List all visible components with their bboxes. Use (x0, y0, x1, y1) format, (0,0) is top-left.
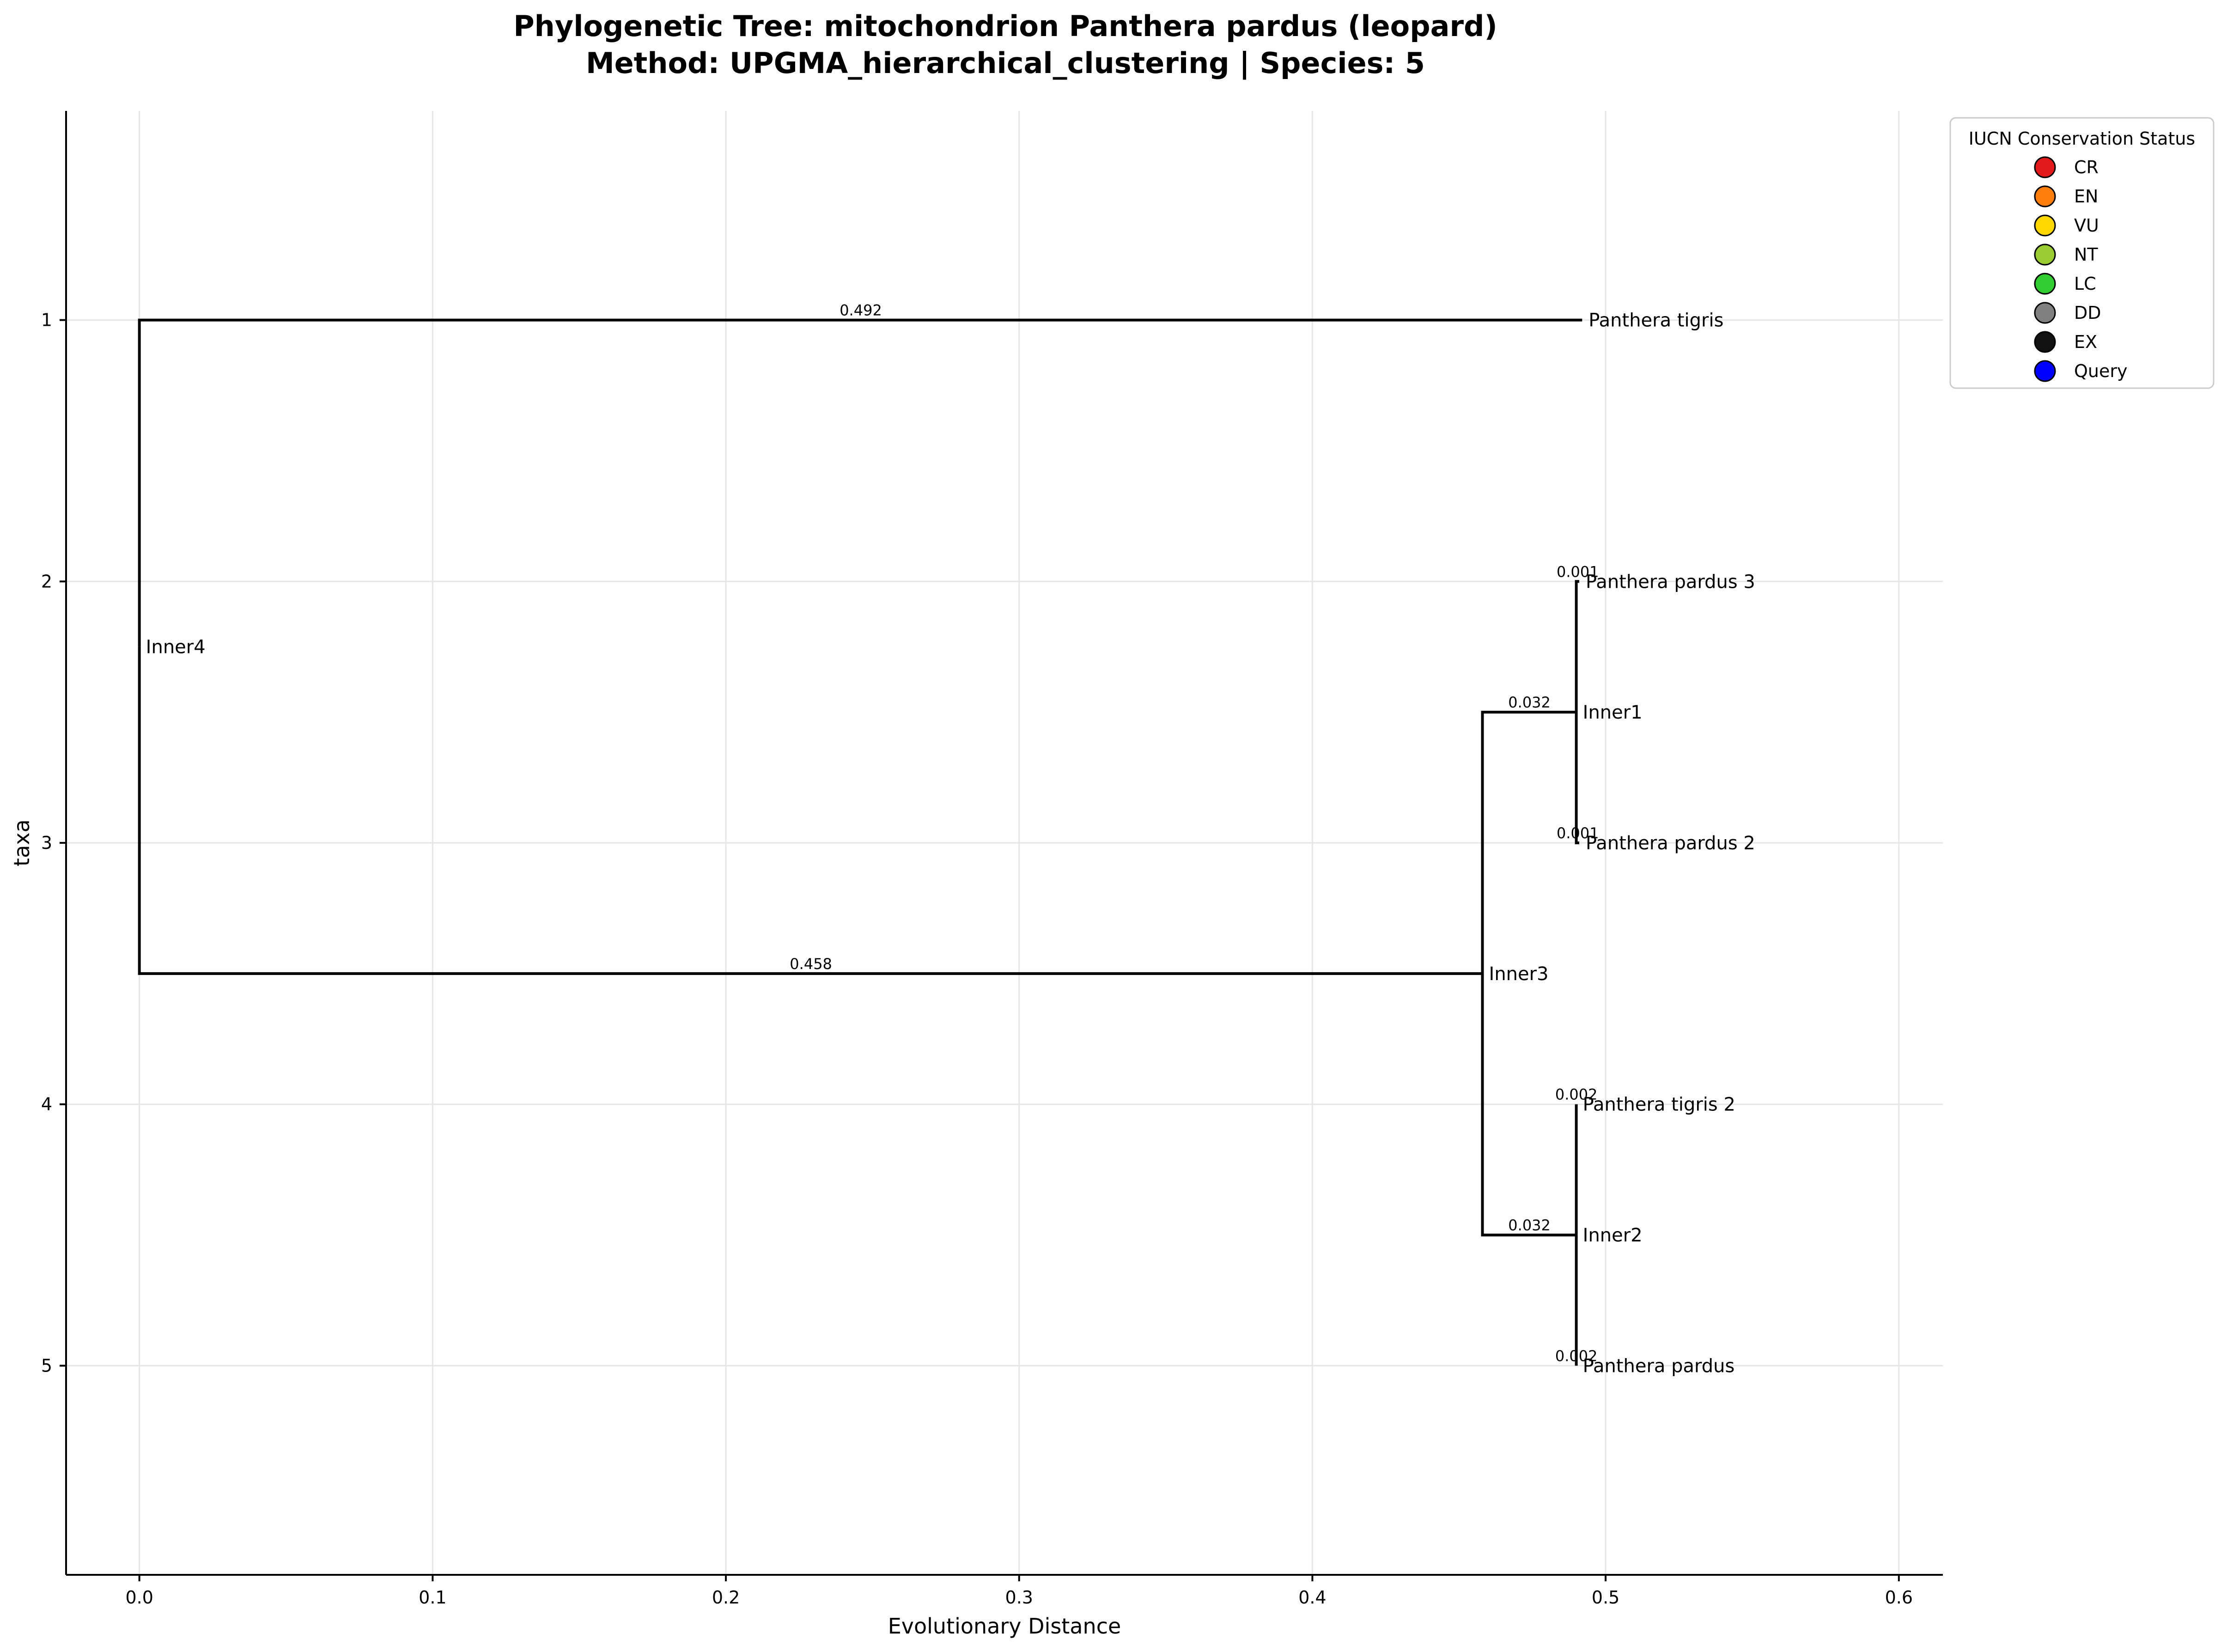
node-label-Panthera-pardus-2: Panthera pardus 2 (1586, 833, 1755, 854)
legend-marker-EN (2034, 185, 2056, 207)
branch-Inner1-to-Panthera-pardus-2 (1575, 712, 1579, 844)
tree-branches (138, 318, 1582, 1366)
legend-label-NT: NT (2074, 244, 2098, 265)
branch-length-Inner1: 0.032 (1508, 694, 1551, 711)
branch-length-Panthera-pardus-3: 0.001 (1557, 563, 1599, 580)
branch-length-Inner2: 0.032 (1508, 1217, 1551, 1234)
chart-title-line1: Phylogenetic Tree: mitochondrion Panther… (513, 9, 1497, 43)
legend-label-EN: EN (2074, 186, 2098, 207)
legend-marker-Query (2034, 360, 2056, 382)
node-label-Inner1: Inner1 (1583, 702, 1643, 723)
legend-marker-EX (2034, 331, 2056, 353)
node-label-Panthera-tigris: Panthera tigris (1588, 310, 1723, 331)
node-label-Panthera-tigris-2: Panthera tigris 2 (1583, 1094, 1735, 1116)
x-tick-label-0-4: 0.4 (1298, 1587, 1326, 1608)
branch-length-labels: 0.492 0.458 0.032 0.032 0.001 0.001 0.002 0.002 (790, 302, 1599, 1365)
legend-frame (1949, 117, 2215, 389)
legend-marker-LC (2034, 273, 2056, 295)
legend-label-DD: DD (2074, 303, 2101, 323)
branch-length-Panthera-tigris: 0.492 (840, 302, 882, 319)
branch-Inner1-to-Panthera-pardus-3 (1575, 580, 1579, 713)
x-tick-label-0-2: 0.2 (712, 1587, 740, 1608)
x-axis-label: Evolutionary Distance (888, 1614, 1121, 1639)
y-axis-ticks: 1 2 3 4 5 (41, 310, 66, 1376)
x-tick-label-0-3: 0.3 (1005, 1587, 1033, 1608)
branch-Inner4-to-Inner3 (138, 646, 1483, 975)
x-tick-label-0-0: 0.0 (125, 1587, 153, 1608)
legend-marker-CR (2034, 156, 2056, 178)
branch-Inner4-to-Panthera-tigris (138, 318, 1582, 647)
legend-entries: CR EN VU NT LC DD EX Query (2034, 156, 2127, 382)
x-tick-label-0-6: 0.6 (1885, 1587, 1913, 1608)
grid-lines (66, 111, 1943, 1575)
x-tick-label-0-1: 0.1 (419, 1587, 446, 1608)
y-tick-label-3: 3 (41, 833, 52, 853)
legend-title: IUCN Conservation Status (1969, 128, 2195, 149)
legend-label-LC: LC (2074, 274, 2096, 294)
x-tick-label-0-5: 0.5 (1592, 1587, 1619, 1608)
chart-title-line2: Method: UPGMA_hierarchical_clustering | … (586, 46, 1425, 80)
x-axis-ticks: 0.0 0.1 0.2 0.3 0.4 0.5 0.6 (125, 1575, 1913, 1608)
branch-Inner3-to-Inner1 (1481, 711, 1576, 974)
branch-length-Panthera-tigris-2: 0.002 (1555, 1086, 1598, 1103)
node-label-Inner2: Inner2 (1583, 1225, 1643, 1246)
branch-length-Panthera-pardus-2: 0.001 (1557, 824, 1599, 842)
legend-marker-NT (2034, 244, 2056, 266)
legend: IUCN Conservation Status CR EN VU NT LC DD EX Q… (1949, 117, 2215, 389)
node-labels: Inner4 Inner3 Inner1 Inner2 Panthera tigris P… (146, 310, 1755, 1377)
legend-label-CR: CR (2074, 157, 2099, 177)
y-tick-label-2: 2 (41, 571, 52, 591)
legend-label-VU: VU (2074, 215, 2099, 236)
y-axis-label: taxa (9, 819, 34, 866)
node-label-Panthera-pardus-3: Panthera pardus 3 (1586, 571, 1755, 592)
branch-length-Inner3: 0.458 (790, 955, 832, 973)
y-tick-label-4: 4 (41, 1094, 52, 1115)
node-label-Panthera-pardus: Panthera pardus (1583, 1355, 1735, 1377)
y-tick-label-1: 1 (41, 310, 52, 330)
y-tick-label-5: 5 (41, 1355, 52, 1376)
branch-Inner3-to-Inner2 (1481, 973, 1576, 1237)
legend-marker-DD (2034, 302, 2056, 324)
legend-marker-VU (2034, 214, 2056, 237)
branch-length-Panthera-pardus: 0.002 (1555, 1347, 1598, 1365)
legend-label-EX: EX (2074, 332, 2097, 352)
legend-label-Query: Query (2074, 361, 2127, 381)
node-label-Inner3: Inner3 (1489, 963, 1549, 985)
node-label-Inner4: Inner4 (146, 637, 206, 658)
